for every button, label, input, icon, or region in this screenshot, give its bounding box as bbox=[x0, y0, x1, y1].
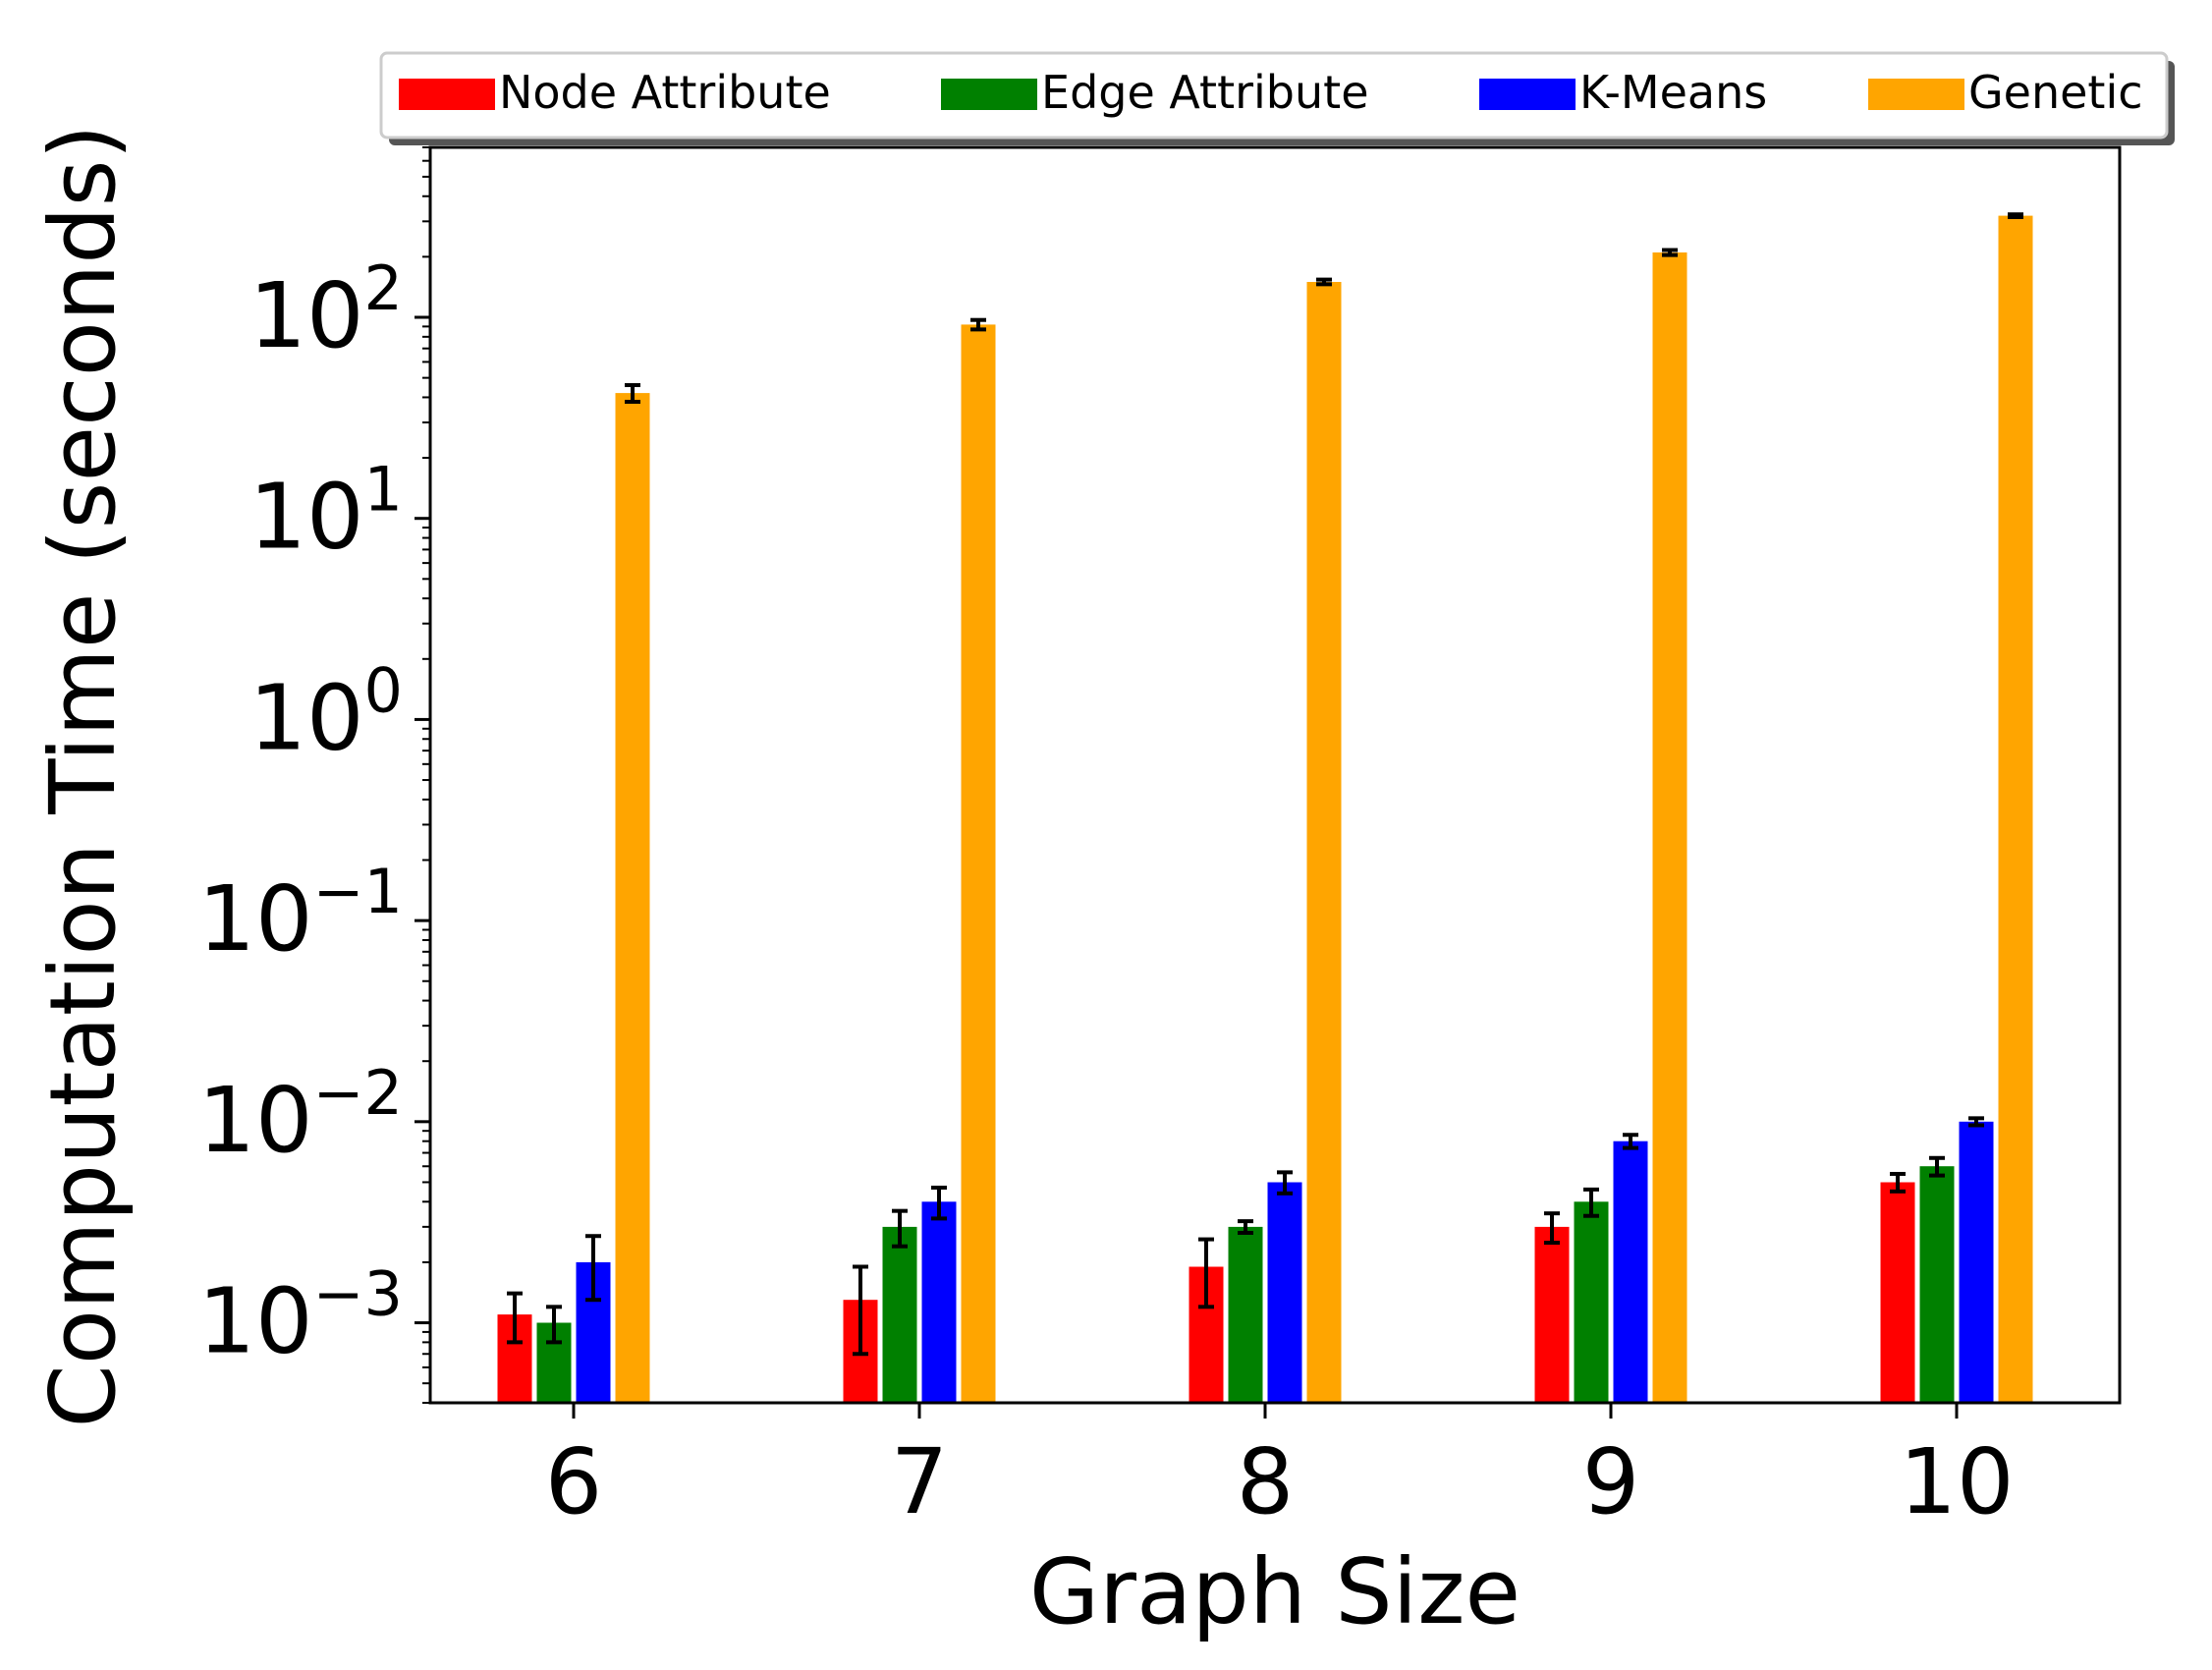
bar-2-4 bbox=[1959, 1121, 1994, 1403]
x-tick-label-0: 6 bbox=[545, 1429, 603, 1534]
errorbar-1-3 bbox=[1583, 1187, 1599, 1218]
y-tick-label-1: 10−2 bbox=[198, 1057, 403, 1173]
errorbar-2-3 bbox=[1623, 1133, 1638, 1150]
errorbar-2-4 bbox=[1968, 1116, 1984, 1128]
x-tick-label-1: 7 bbox=[891, 1429, 949, 1534]
errorbars-group bbox=[507, 212, 2023, 1357]
errorbar-1-0 bbox=[546, 1305, 562, 1345]
bar-1-1 bbox=[882, 1226, 917, 1403]
errorbar-0-1 bbox=[853, 1264, 868, 1357]
legend-label-1: Edge Attribute bbox=[1041, 66, 1369, 119]
x-tick-label-3: 9 bbox=[1582, 1429, 1640, 1534]
errorbar-1-2 bbox=[1238, 1219, 1253, 1236]
bar-1-3 bbox=[1574, 1201, 1609, 1403]
bar-3-3 bbox=[1652, 252, 1687, 1403]
errorbar-1-4 bbox=[1929, 1155, 1945, 1178]
errorbar-3-4 bbox=[2008, 212, 2023, 219]
legend-swatch-0 bbox=[399, 79, 495, 110]
y-axis-label: Computation Time (seconds) bbox=[30, 125, 136, 1428]
y-tick-label-2: 10−1 bbox=[198, 856, 403, 972]
y-tick-label-5: 102 bbox=[249, 252, 403, 368]
bar-3-0 bbox=[615, 393, 650, 1404]
errorbar-2-2 bbox=[1277, 1170, 1293, 1196]
errorbar-0-2 bbox=[1198, 1237, 1214, 1309]
x-axis: 6 7 8 9 10 bbox=[545, 1403, 2015, 1534]
bar-2-3 bbox=[1613, 1141, 1648, 1403]
x-tick-label-2: 8 bbox=[1237, 1429, 1295, 1534]
errorbar-1-1 bbox=[892, 1208, 908, 1249]
errorbar-2-1 bbox=[931, 1185, 947, 1221]
errorbar-3-3 bbox=[1662, 248, 1678, 257]
y-tick-label-4: 101 bbox=[249, 454, 403, 570]
bar-0-4 bbox=[1880, 1182, 1915, 1403]
bar-3-1 bbox=[961, 324, 996, 1403]
x-tick-label-4: 10 bbox=[1899, 1429, 2014, 1534]
errorbar-0-3 bbox=[1544, 1211, 1560, 1246]
x-axis-label: Graph Size bbox=[1029, 1539, 1521, 1644]
errorbar-2-0 bbox=[585, 1234, 601, 1303]
errorbar-3-2 bbox=[1316, 277, 1332, 287]
y-tick-label-0: 10−3 bbox=[198, 1258, 403, 1374]
y-axis: 10−3 10−2 10−1 100 101 102 bbox=[198, 146, 430, 1404]
plot-frame bbox=[428, 145, 2122, 1405]
errorbar-3-0 bbox=[625, 383, 640, 405]
legend-swatch-3 bbox=[1868, 79, 1964, 110]
bar-1-2 bbox=[1228, 1226, 1263, 1403]
legend: Node Attribute Edge Attribute K-Means Genet… bbox=[379, 51, 2175, 145]
legend-label-0: Node Attribute bbox=[499, 66, 831, 119]
errorbar-0-0 bbox=[507, 1291, 523, 1345]
bar-1-4 bbox=[1919, 1166, 1955, 1403]
legend-box bbox=[379, 51, 2169, 139]
legend-label-2: K-Means bbox=[1579, 66, 1767, 119]
legend-swatch-1 bbox=[941, 79, 1037, 110]
bar-3-2 bbox=[1306, 282, 1342, 1403]
bar-2-2 bbox=[1267, 1182, 1302, 1403]
legend-label-3: Genetic bbox=[1968, 66, 2143, 119]
bar-2-1 bbox=[921, 1201, 957, 1403]
bars-group bbox=[497, 215, 2033, 1404]
legend-swatch-2 bbox=[1479, 79, 1576, 110]
errorbar-3-1 bbox=[970, 317, 986, 332]
bar-3-4 bbox=[1998, 215, 2033, 1404]
bar-0-3 bbox=[1534, 1226, 1570, 1403]
errorbar-0-4 bbox=[1890, 1171, 1906, 1194]
y-tick-label-3: 100 bbox=[249, 654, 403, 770]
